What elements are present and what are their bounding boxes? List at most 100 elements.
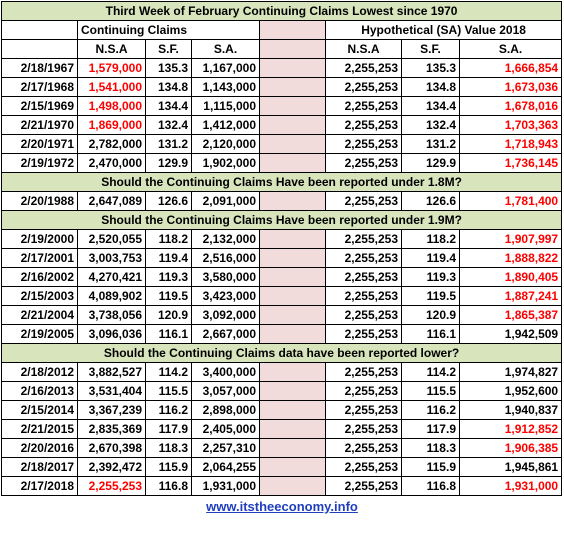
spacer [259, 96, 326, 116]
date-cell: 2/20/1971 [1, 134, 78, 154]
column-header: S.F. [401, 39, 460, 59]
value-cell: 1,945,861 [458, 457, 563, 477]
table-row: 2/20/2016 2,670,398 118.3 2,257,310 2,255,25… [1, 438, 563, 458]
value-cell: 1,781,400 [458, 191, 563, 211]
value-cell: 2,670,398 [77, 438, 146, 458]
spacer [259, 438, 326, 458]
value-cell: 2,255,253 [325, 267, 402, 287]
table-row: Should the Continuing Claims Have been r… [0, 172, 563, 192]
value-cell: 115.9 [145, 457, 192, 477]
value-cell: 1,167,000 [191, 58, 260, 78]
value-cell: 1,869,000 [77, 115, 146, 135]
value-cell: 131.2 [145, 134, 192, 154]
group-header: Continuing Claims [77, 20, 260, 40]
date-cell: 2/17/1968 [1, 77, 78, 97]
value-cell: 3,003,753 [77, 248, 146, 268]
date-cell: 2/17/2001 [1, 248, 78, 268]
value-cell: 3,367,239 [77, 400, 146, 420]
value-cell: 1,907,997 [458, 229, 563, 249]
spacer [259, 324, 326, 344]
value-cell: 2,835,369 [77, 419, 146, 439]
table-row: 2/20/1988 2,647,089 126.6 2,091,000 2,255,25… [1, 191, 563, 211]
value-cell: 3,400,000 [191, 362, 260, 382]
date-cell: 2/20/1988 [1, 191, 78, 211]
table-row: N.S.A S.F. S.A. N.S.A S.F. S.A. [1, 39, 563, 59]
value-cell: 3,580,000 [191, 267, 260, 287]
spacer [259, 362, 326, 382]
value-cell: 1,143,000 [191, 77, 260, 97]
value-cell: 126.6 [401, 191, 460, 211]
value-cell: 1,865,387 [458, 305, 563, 325]
spacer [259, 229, 326, 249]
footer-link[interactable]: www.itstheeconomy.info [206, 499, 358, 514]
value-cell: 116.8 [145, 476, 192, 496]
spacer [259, 419, 326, 439]
value-cell: 2,255,253 [325, 305, 402, 325]
value-cell: 1,942,509 [458, 324, 563, 344]
value-cell: 3,057,000 [191, 381, 260, 401]
value-cell: 3,096,036 [77, 324, 146, 344]
value-cell: 115.9 [401, 457, 460, 477]
table-row: 2/21/2004 3,738,056 120.9 3,092,000 2,255,25… [1, 305, 563, 325]
value-cell: 1,952,600 [458, 381, 563, 401]
value-cell: 1,890,405 [458, 267, 563, 287]
date-cell: 2/19/1972 [1, 153, 78, 173]
title: Third Week of February Continuing Claims… [0, 1, 563, 21]
value-cell: 1,931,000 [191, 476, 260, 496]
value-cell: 135.3 [401, 58, 460, 78]
blank-cell [1, 39, 78, 59]
value-cell: 114.2 [145, 362, 192, 382]
value-cell: 2,064,255 [191, 457, 260, 477]
blank-cell [1, 20, 78, 40]
spacer [259, 153, 326, 173]
value-cell: 119.4 [401, 248, 460, 268]
value-cell: 3,531,404 [77, 381, 146, 401]
spacer [259, 286, 326, 306]
value-cell: 2,470,000 [77, 153, 146, 173]
date-cell: 2/18/2017 [1, 457, 78, 477]
value-cell: 1,579,000 [77, 58, 146, 78]
group-header: Hypothetical (SA) Value 2018 [324, 20, 563, 40]
value-cell: 2,255,253 [325, 58, 402, 78]
value-cell: 134.8 [401, 77, 460, 97]
table-row: 2/16/2002 4,270,421 119.3 3,580,000 2,255,25… [1, 267, 563, 287]
table-row: 2/17/2018 2,255,253 116.8 1,931,000 2,255,25… [1, 476, 563, 496]
value-cell: 3,738,056 [77, 305, 146, 325]
section-heading: Should the Continuing Claims Have been r… [0, 210, 563, 230]
table-row: 2/19/1972 2,470,000 129.9 1,902,000 2,255,25… [1, 153, 563, 173]
spacer [259, 20, 326, 40]
value-cell: 1,912,852 [458, 419, 563, 439]
value-cell: 1,678,016 [458, 96, 563, 116]
footer: www.itstheeconomy.info [1, 496, 563, 518]
table-row: 2/15/2003 4,089,902 119.5 3,423,000 2,255,25… [1, 286, 563, 306]
value-cell: 1,673,036 [458, 77, 563, 97]
column-header: N.S.A [325, 39, 402, 59]
date-cell: 2/21/2004 [1, 305, 78, 325]
value-cell: 2,667,000 [191, 324, 260, 344]
table-row: 2/15/1969 1,498,000 134.4 1,115,000 2,255,25… [1, 96, 563, 116]
value-cell: 2,255,253 [325, 229, 402, 249]
value-cell: 132.4 [401, 115, 460, 135]
value-cell: 129.9 [145, 153, 192, 173]
table-row: 2/18/2017 2,392,472 115.9 2,064,255 2,255,25… [1, 457, 563, 477]
value-cell: 117.9 [401, 419, 460, 439]
value-cell: 1,888,822 [458, 248, 563, 268]
value-cell: 1,412,000 [191, 115, 260, 135]
value-cell: 2,091,000 [191, 191, 260, 211]
column-header: S.F. [145, 39, 192, 59]
value-cell: 1,902,000 [191, 153, 260, 173]
table-row: 2/18/2012 3,882,527 114.2 3,400,000 2,255,25… [1, 362, 563, 382]
date-cell: 2/19/2005 [1, 324, 78, 344]
value-cell: 2,255,253 [325, 153, 402, 173]
date-cell: 2/15/2014 [1, 400, 78, 420]
value-cell: 1,666,854 [458, 58, 563, 78]
spacer [259, 115, 326, 135]
value-cell: 1,541,000 [77, 77, 146, 97]
sheet: Third Week of February Continuing Claims… [0, 1, 563, 518]
value-cell: 1,718,943 [458, 134, 563, 154]
value-cell: 116.1 [145, 324, 192, 344]
spacer [259, 476, 326, 496]
table-row: Continuing Claims Hypothetical (SA) Value… [1, 20, 563, 40]
date-cell: 2/19/2000 [1, 229, 78, 249]
table-row: 2/15/2014 3,367,239 116.2 2,898,000 2,255,25… [1, 400, 563, 420]
